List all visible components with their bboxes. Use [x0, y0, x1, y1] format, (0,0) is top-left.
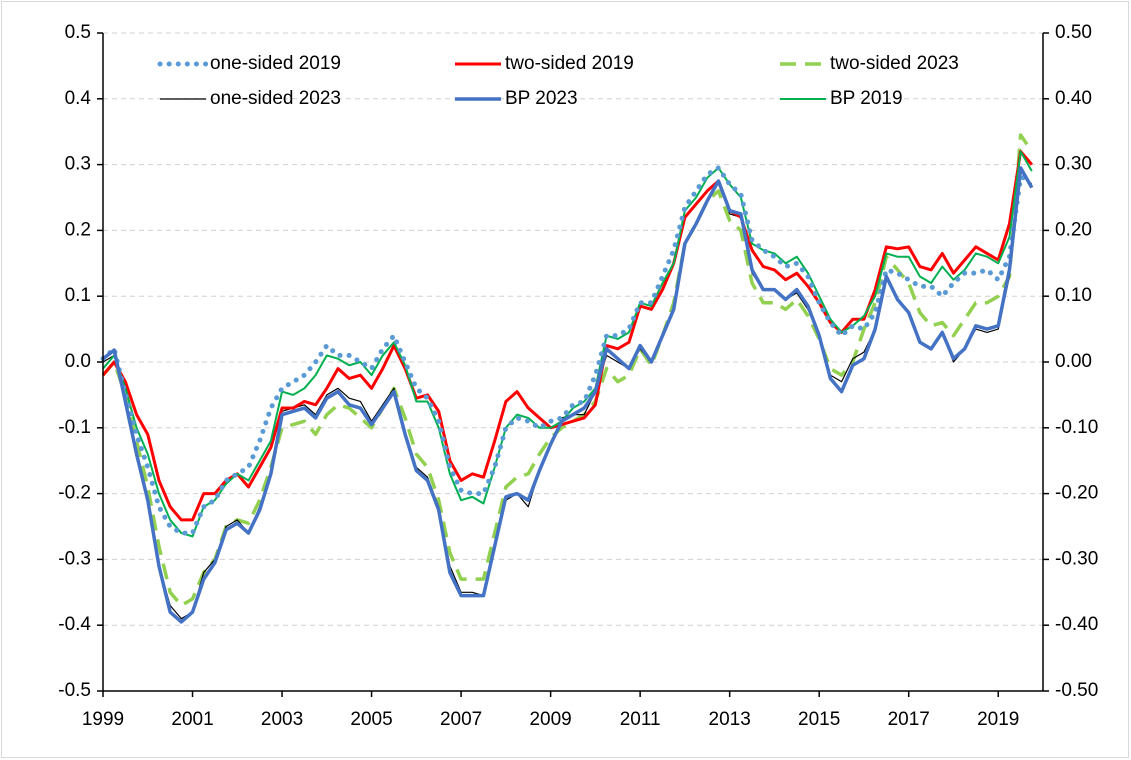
series-line	[101, 133, 1034, 608]
y-tick-label: 0.5	[65, 22, 91, 43]
x-tick-label: 2005	[350, 709, 392, 730]
y2-tick-label: 0.20	[1055, 219, 1092, 240]
legend-label: BP 2023	[505, 88, 578, 109]
y-tick-label: -0.4	[58, 614, 91, 635]
y2-tick-label: 0.10	[1055, 285, 1092, 306]
y-tick-label: -0.2	[58, 483, 91, 504]
series-line	[101, 149, 1033, 522]
series-line	[101, 166, 1034, 624]
x-tick-label: 2015	[798, 709, 840, 730]
legend-label: one-sided 2019	[210, 53, 341, 74]
y2-tick-label: 0.40	[1055, 88, 1092, 109]
x-tick-label: 2013	[709, 709, 751, 730]
y-tick-label: -0.5	[58, 680, 91, 701]
legend-label: one-sided 2023	[210, 88, 341, 109]
x-tick-label: 2009	[529, 709, 571, 730]
y2-tick-label: 0.30	[1055, 154, 1092, 175]
y2-tick-label: -0.50	[1055, 680, 1098, 701]
y-tick-label: 0.0	[65, 351, 91, 372]
y2-tick-label: 0.00	[1055, 351, 1092, 372]
y2-tick-label: -0.40	[1055, 614, 1098, 635]
x-tick-label: 2003	[261, 709, 303, 730]
y-tick-label: 0.4	[65, 88, 92, 109]
y-tick-label: 0.2	[65, 219, 91, 240]
x-tick-label: 2017	[888, 709, 930, 730]
series-line	[100, 165, 1035, 536]
y-tick-label: 0.1	[65, 285, 91, 306]
y2-tick-label: -0.30	[1055, 548, 1098, 569]
x-tick-label: 1999	[82, 709, 124, 730]
legend-label: BP 2019	[830, 88, 903, 109]
y-tick-label: -0.1	[58, 417, 91, 438]
x-tick-label: 2007	[440, 709, 482, 730]
y2-tick-label: -0.20	[1055, 483, 1098, 504]
y-tick-label: -0.3	[58, 548, 91, 569]
legend-label: two-sided 2019	[505, 53, 634, 74]
y2-tick-label: 0.50	[1055, 22, 1092, 43]
x-tick-label: 2019	[977, 709, 1019, 730]
x-tick-label: 2001	[171, 709, 213, 730]
y2-tick-label: -0.10	[1055, 417, 1098, 438]
x-tick-label: 2011	[620, 709, 661, 730]
y-tick-label: 0.3	[65, 154, 91, 175]
legend-label: two-sided 2023	[830, 53, 959, 74]
